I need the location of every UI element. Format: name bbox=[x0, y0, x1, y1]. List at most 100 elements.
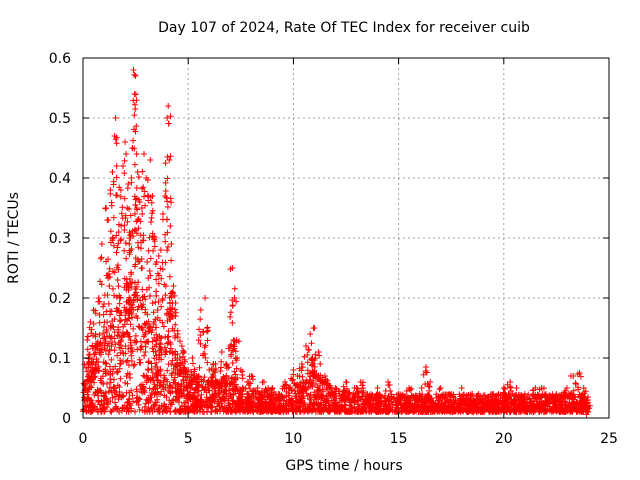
roti-point bbox=[94, 406, 101, 413]
roti-point bbox=[134, 397, 141, 404]
grid-lines bbox=[83, 58, 609, 418]
roti-point bbox=[198, 391, 205, 398]
roti-point bbox=[408, 392, 415, 399]
roti-point bbox=[431, 401, 438, 408]
roti-point bbox=[226, 401, 233, 408]
roti-point bbox=[315, 387, 322, 394]
roti-point bbox=[137, 297, 144, 304]
roti-point bbox=[102, 338, 109, 345]
roti-point bbox=[86, 386, 93, 393]
y-tick-label: 0.3 bbox=[49, 231, 71, 247]
roti-point bbox=[153, 331, 160, 338]
roti-point bbox=[128, 344, 135, 351]
roti-point bbox=[171, 374, 178, 381]
roti-point bbox=[191, 403, 198, 410]
roti-point bbox=[525, 391, 532, 398]
roti-point bbox=[569, 395, 576, 402]
roti-point bbox=[313, 380, 320, 387]
x-axis-label: GPS time / hours bbox=[285, 458, 402, 474]
roti-point bbox=[128, 387, 135, 394]
roti-point bbox=[339, 404, 346, 411]
roti-point bbox=[151, 381, 158, 388]
roti-point bbox=[463, 407, 470, 414]
roti-point bbox=[559, 395, 566, 402]
roti-point bbox=[120, 393, 127, 400]
roti-point bbox=[144, 366, 151, 373]
roti-point bbox=[128, 358, 135, 365]
roti-point bbox=[132, 408, 139, 415]
roti-point bbox=[87, 408, 94, 415]
roti-point bbox=[136, 359, 143, 366]
roti-point bbox=[122, 343, 129, 350]
roti-point bbox=[110, 376, 117, 383]
roti-point bbox=[148, 404, 155, 411]
roti-point bbox=[108, 408, 115, 415]
roti-point bbox=[141, 352, 148, 359]
roti-point bbox=[151, 355, 158, 362]
roti-point bbox=[409, 393, 416, 400]
roti-point bbox=[123, 406, 130, 413]
x-tick-label: 10 bbox=[284, 431, 302, 447]
roti-point bbox=[207, 403, 214, 410]
roti-point bbox=[129, 392, 136, 399]
roti-point bbox=[104, 401, 111, 408]
roti-point bbox=[114, 369, 121, 376]
roti-point bbox=[535, 406, 542, 413]
roti-point bbox=[124, 357, 131, 364]
roti-point bbox=[314, 384, 321, 391]
x-tick-label: 0 bbox=[79, 431, 88, 447]
roti-point bbox=[293, 405, 300, 412]
roti-point bbox=[116, 344, 123, 351]
roti-point bbox=[129, 348, 136, 355]
roti-point bbox=[131, 361, 138, 368]
roti-point bbox=[135, 401, 142, 408]
roti-point bbox=[166, 384, 173, 391]
roti-point bbox=[161, 374, 168, 381]
roti-point bbox=[169, 388, 176, 395]
x-tick-label: 15 bbox=[390, 431, 408, 447]
roti-point bbox=[254, 408, 261, 415]
roti-point bbox=[546, 392, 553, 399]
roti-point bbox=[227, 391, 234, 398]
roti-point bbox=[112, 341, 119, 348]
roti-point bbox=[161, 344, 168, 351]
roti-point bbox=[169, 370, 176, 377]
roti-point bbox=[96, 401, 103, 408]
roti-point bbox=[123, 389, 130, 396]
roti-point bbox=[233, 403, 240, 410]
roti-point bbox=[92, 389, 99, 396]
roti-point bbox=[108, 389, 115, 396]
roti-point bbox=[498, 401, 505, 408]
y-tick-label: 0.4 bbox=[49, 171, 71, 187]
roti-point bbox=[234, 398, 241, 405]
roti-point bbox=[152, 399, 159, 406]
y-tick-label: 0.6 bbox=[49, 51, 71, 67]
roti-point bbox=[146, 385, 153, 392]
roti-point bbox=[117, 349, 124, 356]
roti-point bbox=[159, 408, 166, 415]
roti-point bbox=[444, 397, 451, 404]
roti-point bbox=[569, 408, 576, 415]
y-tick-label: 0.2 bbox=[49, 291, 71, 307]
roti-point bbox=[103, 333, 110, 340]
y-tick-label: 0.1 bbox=[49, 351, 71, 367]
roti-point bbox=[160, 381, 167, 388]
roti-point bbox=[347, 398, 354, 405]
roti-point bbox=[162, 403, 169, 410]
roti-point bbox=[116, 409, 123, 415]
roti-point bbox=[346, 408, 353, 415]
roti-point bbox=[306, 383, 313, 390]
roti-point bbox=[142, 343, 149, 350]
roti-point bbox=[402, 408, 409, 415]
roti-point bbox=[156, 382, 163, 389]
roti-point bbox=[336, 408, 343, 415]
roti-point bbox=[125, 362, 132, 369]
roti-point bbox=[167, 408, 174, 415]
roti-point bbox=[103, 380, 110, 387]
roti-point bbox=[544, 407, 551, 414]
roti-point bbox=[136, 406, 143, 413]
roti-point bbox=[111, 399, 118, 406]
x-tick-label: 25 bbox=[600, 431, 618, 447]
roti-point bbox=[86, 401, 93, 408]
